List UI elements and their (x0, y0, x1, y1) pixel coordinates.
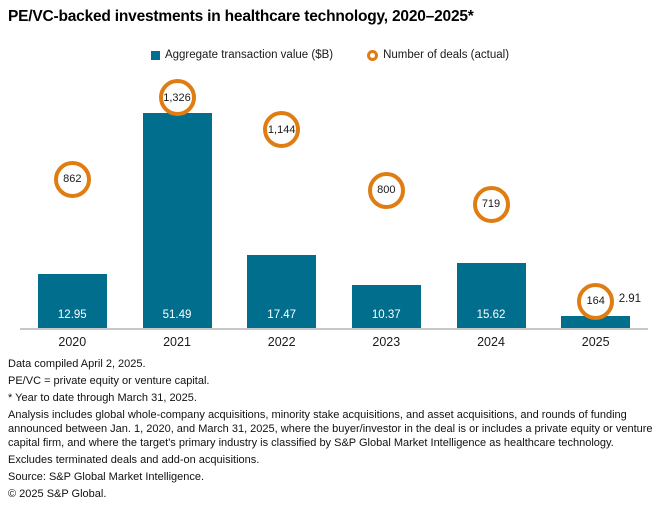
deal-count-value-2022: 1,144 (267, 123, 296, 136)
deal-count-marker-2025: 164 (577, 282, 615, 320)
footnotes: Data compiled April 2, 2025. PE/VC = priv… (8, 357, 654, 504)
footnote-line-2: PE/VC = private equity or venture capita… (8, 375, 210, 387)
legend-label-transaction-value: Aggregate transaction value ($B) (164, 49, 334, 61)
x-axis-label-2024: 2024 (477, 335, 505, 349)
bar-2025 (561, 315, 631, 328)
bar-value-label-2022: 17.47 (267, 309, 297, 321)
bar-value-label-2023: 10.37 (371, 309, 401, 321)
deal-count-value-2020: 862 (63, 173, 82, 186)
deal-count-value-2021: 1,326 (163, 91, 191, 104)
deal-count-value-2024: 719 (481, 198, 501, 211)
deal-count-marker-2023: 800 (367, 171, 405, 209)
chart-legend: Aggregate transaction value ($B) Number … (0, 49, 660, 61)
footnote-line-3: * Year to date through March 31, 2025. (8, 392, 197, 404)
deal-count-value-2023: 800 (377, 184, 396, 196)
x-axis-label-2021: 2021 (163, 335, 191, 349)
x-axis-label-2022: 2022 (267, 335, 296, 349)
legend-label-number-of-deals: Number of deals (actual) (383, 49, 510, 61)
legend-item-number-of-deals: Number of deals (actual) (367, 49, 509, 61)
bar-2022 (247, 255, 317, 328)
bar-value-label-2024: 15.62 (476, 309, 506, 321)
bar-2024 (456, 262, 526, 328)
chart-title: PE/VC-backed investments in healthcare t… (8, 8, 474, 25)
bar-2021 (142, 113, 212, 328)
deals-ring-icon (367, 49, 379, 61)
footnote-line-1: Data compiled April 2, 2025. (8, 358, 146, 370)
plot-area: 12.95 862 2020 51.49 1,326 2021 17.47 1,144 2022… (20, 79, 648, 349)
bar-value-label-2025: 2.91 (618, 293, 642, 306)
bar-swatch-icon (150, 50, 160, 60)
footnote-line-4: Analysis includes global whole-company a… (8, 409, 653, 449)
legend-item-transaction-value: Aggregate transaction value ($B) (150, 49, 334, 61)
deal-count-marker-2022: 1,144 (263, 111, 301, 149)
x-axis-label-2023: 2023 (372, 335, 401, 349)
footnote-line-7: © 2025 S&P Global. (8, 488, 107, 500)
bar-value-label-2020: 12.95 (57, 309, 87, 321)
deal-count-marker-2020: 862 (53, 160, 91, 198)
footnote-line-6: Source: S&P Global Market Intelligence. (8, 471, 205, 483)
bar-2023 (351, 284, 421, 328)
deal-count-marker-2021: 1,326 (158, 79, 196, 117)
deal-count-marker-2024: 719 (472, 185, 510, 223)
deal-count-value-2025: 164 (586, 295, 605, 308)
footnote-line-5: Excludes terminated deals and add-on acq… (8, 454, 260, 466)
x-axis-label-2025: 2025 (581, 335, 610, 349)
bar-2020 (37, 273, 107, 328)
x-axis-label-2020: 2020 (58, 335, 87, 349)
bar-value-label-2021: 51.49 (162, 309, 192, 321)
